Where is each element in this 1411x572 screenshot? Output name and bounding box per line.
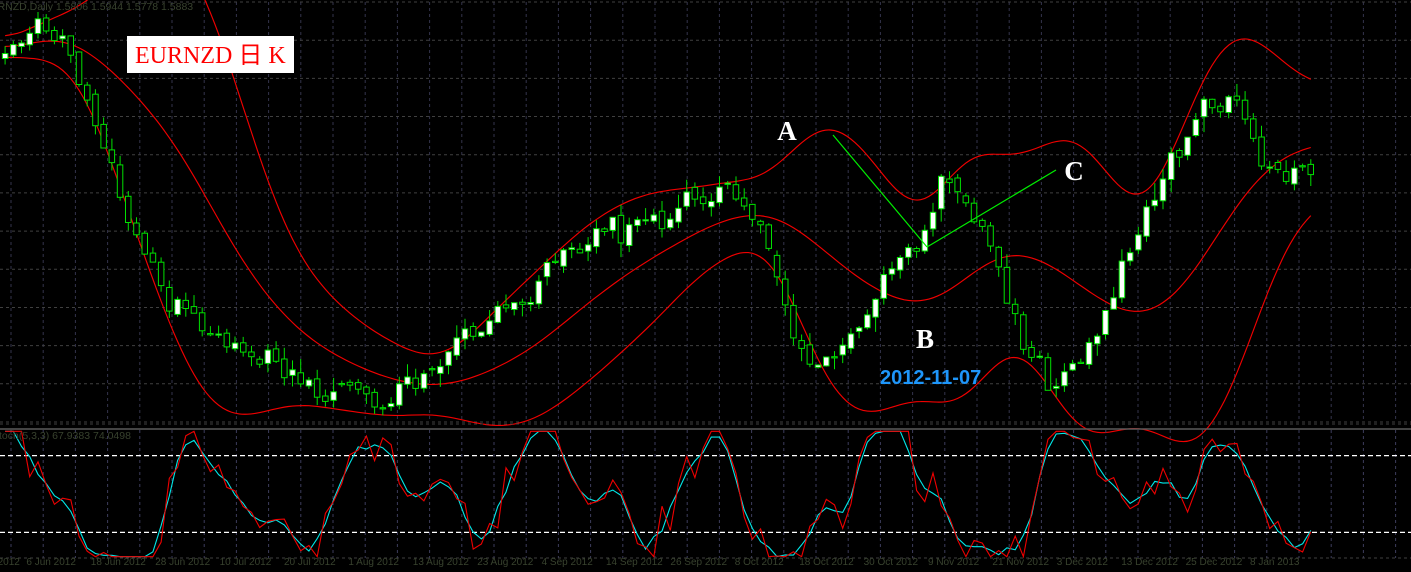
- svg-text:2012-11-07: 2012-11-07: [880, 367, 981, 389]
- svg-text:10 Jul 2012: 10 Jul 2012: [220, 557, 272, 568]
- svg-text:28 May 2012: 28 May 2012: [0, 557, 20, 568]
- svg-text:6 Jun 2012: 6 Jun 2012: [26, 557, 76, 568]
- svg-text:B: B: [916, 324, 934, 354]
- svg-text:C: C: [1064, 156, 1084, 186]
- svg-text:13 Dec 2012: 13 Dec 2012: [1121, 557, 1178, 568]
- svg-text:23 Aug 2012: 23 Aug 2012: [477, 557, 534, 568]
- svg-text:8 Jan 2013: 8 Jan 2013: [1250, 557, 1300, 568]
- svg-text:28 Jun 2012: 28 Jun 2012: [155, 557, 210, 568]
- svg-text:4 Sep 2012: 4 Sep 2012: [542, 557, 594, 568]
- svg-text:25 Dec 2012: 25 Dec 2012: [1186, 557, 1243, 568]
- svg-text:30 Oct 2012: 30 Oct 2012: [864, 557, 919, 568]
- svg-text:9 Nov 2012: 9 Nov 2012: [928, 557, 980, 568]
- svg-text:8 Oct 2012: 8 Oct 2012: [735, 557, 784, 568]
- svg-text:21 Nov 2012: 21 Nov 2012: [992, 557, 1049, 568]
- svg-text:14 Sep 2012: 14 Sep 2012: [606, 557, 663, 568]
- svg-text:A: A: [777, 116, 797, 146]
- svg-text:26 Sep 2012: 26 Sep 2012: [670, 557, 727, 568]
- svg-text:3 Dec 2012: 3 Dec 2012: [1057, 557, 1109, 568]
- svg-text:20 Jul 2012: 20 Jul 2012: [284, 557, 336, 568]
- svg-text:Stoch(5,3,3) 67.9383 74.0498: Stoch(5,3,3) 67.9383 74.0498: [0, 430, 131, 442]
- svg-text:13 Aug 2012: 13 Aug 2012: [413, 557, 470, 568]
- svg-text:1 Aug 2012: 1 Aug 2012: [348, 557, 399, 568]
- svg-text:18 Jun 2012: 18 Jun 2012: [91, 557, 146, 568]
- svg-text:EURNZD 日 K: EURNZD 日 K: [135, 43, 286, 69]
- svg-text:EURNZD,Daily 1.5806 1.5944 1.: EURNZD,Daily 1.5806 1.5944 1.5778 1.5883: [0, 1, 193, 13]
- svg-text:18 Oct 2012: 18 Oct 2012: [799, 557, 854, 568]
